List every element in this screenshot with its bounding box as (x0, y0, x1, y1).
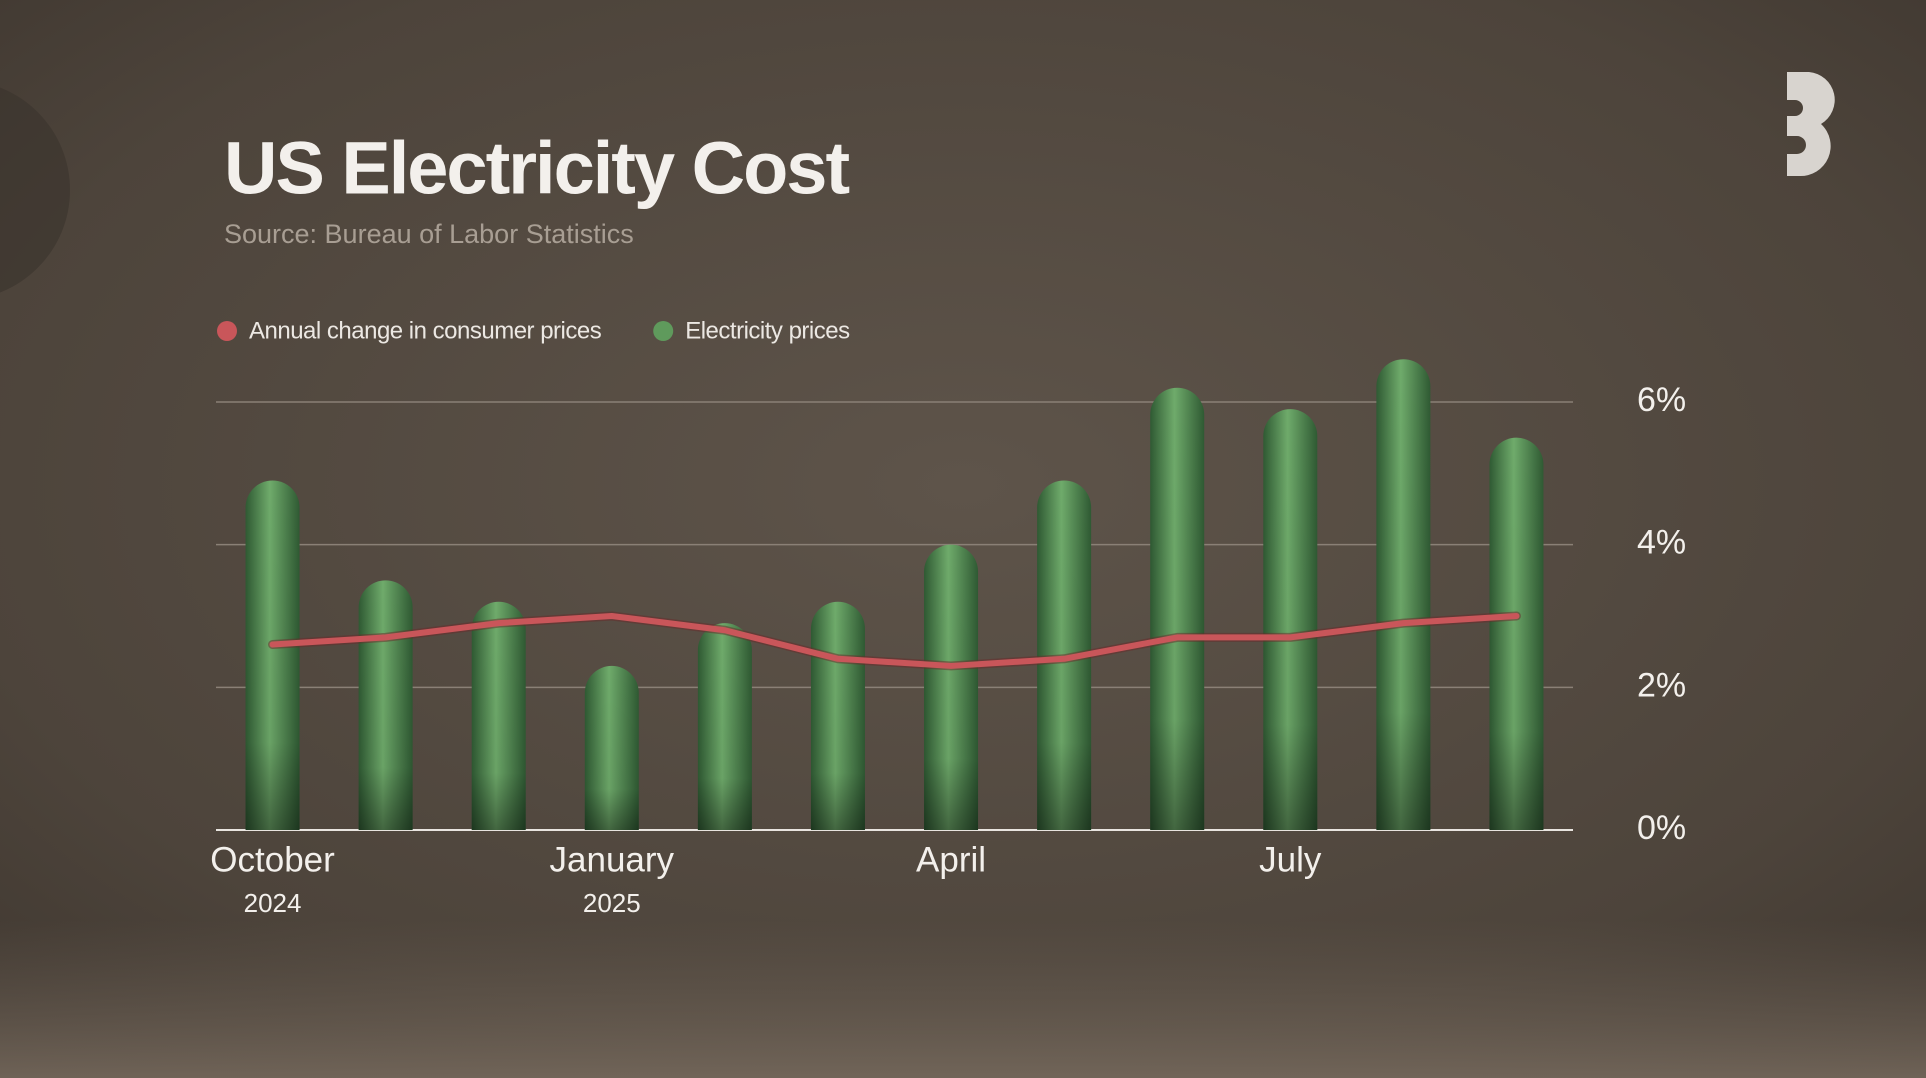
y-tick-label: 6% (1637, 381, 1686, 419)
logo (1787, 72, 1835, 177)
floor (0, 920, 1926, 1078)
x-tick-label: January (550, 840, 675, 879)
legend-marker (653, 321, 674, 341)
y-tick-label: 2% (1637, 666, 1686, 704)
bar-shade (924, 544, 979, 830)
chart-title: US Electricity Cost (224, 127, 849, 210)
bar-shade (1263, 409, 1318, 830)
legend-label: Annual change in consumer prices (249, 317, 602, 344)
legend-label: Electricity prices (685, 317, 850, 344)
plot-area: 0% 2% 4% 6% October 2024 January 2025 April July (210, 359, 1686, 918)
x-tick-sublabel: 2024 (244, 888, 302, 918)
bar-shade (584, 665, 639, 830)
decor-sphere (0, 87, 70, 293)
legend: Annual change in consumer prices Electric… (217, 317, 851, 344)
bar-shade (358, 580, 413, 830)
bar-shade (1376, 359, 1431, 830)
bar-shade (1150, 387, 1205, 830)
bar-shade (810, 601, 865, 830)
x-tick-label: April (916, 840, 986, 879)
x-tick-sublabel: 2025 (583, 888, 641, 918)
legend-marker (217, 321, 237, 341)
y-tick-label: 4% (1637, 524, 1686, 562)
y-tick-label: 0% (1637, 809, 1686, 847)
bar-shade (245, 480, 300, 830)
x-tick-label: July (1259, 840, 1322, 879)
bar-shade (697, 623, 752, 830)
line (269, 613, 1520, 669)
bar-shade (471, 601, 526, 830)
x-tick-label: October (210, 840, 335, 879)
chart-subtitle: Source: Bureau of Labor Statistics (224, 219, 634, 249)
bar-shade (1489, 437, 1544, 830)
